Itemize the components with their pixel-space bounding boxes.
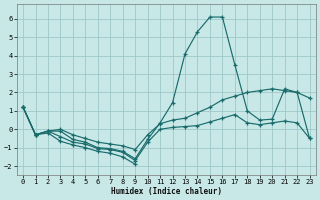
X-axis label: Humidex (Indice chaleur): Humidex (Indice chaleur) <box>111 187 222 196</box>
